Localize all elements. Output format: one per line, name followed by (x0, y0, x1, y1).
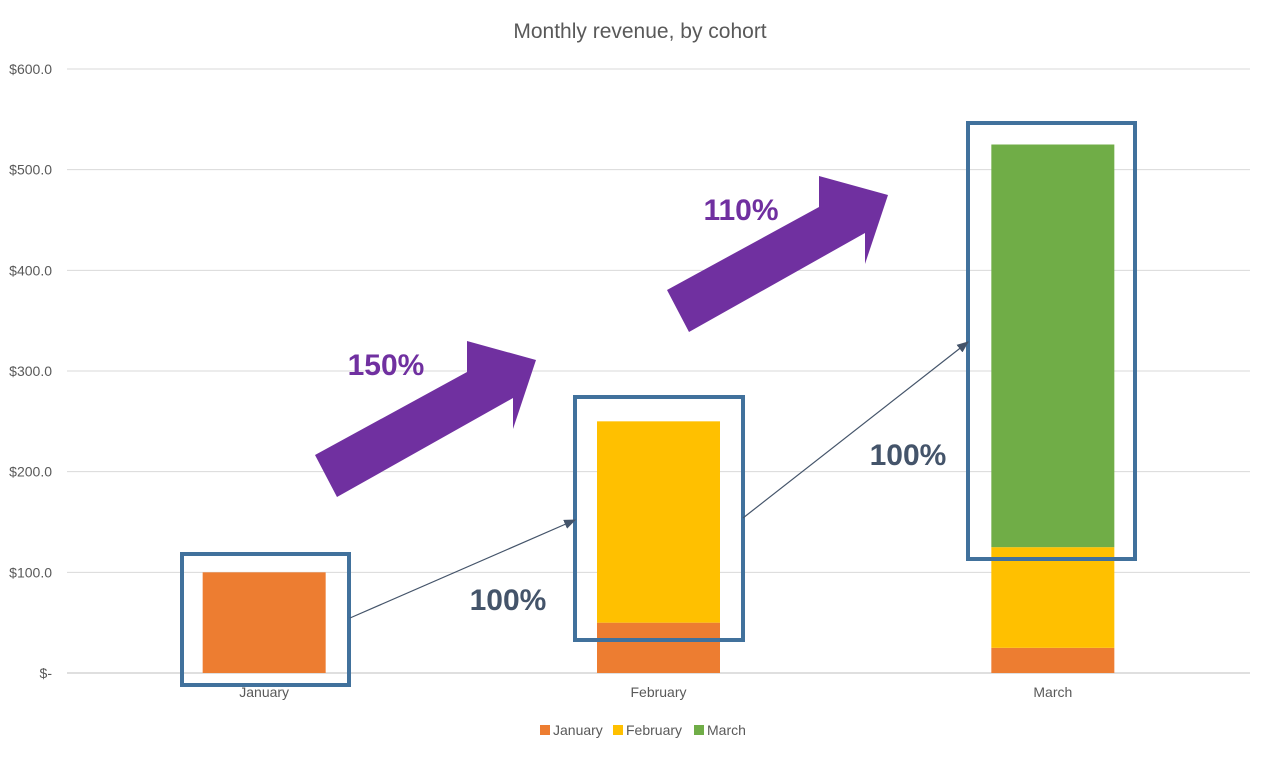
retention-label-1: 100% (470, 584, 547, 617)
legend-swatch (694, 725, 704, 735)
y-tick-label: $300.0 (9, 363, 52, 379)
growth-arrow-1 (315, 341, 536, 497)
y-tick-label: $200.0 (9, 464, 52, 480)
bars (202, 144, 1115, 673)
highlight-boxes (180, 121, 1137, 687)
x-tick-label: March (1033, 684, 1072, 700)
bar-segment (597, 421, 720, 623)
chart-title: Monthly revenue, by cohort (513, 20, 766, 43)
legend-swatch (540, 725, 550, 735)
legend-label: March (707, 722, 746, 738)
highlight-box-february (573, 395, 745, 642)
growth-label-2: 110% (703, 194, 778, 227)
legend-swatch (613, 725, 623, 735)
legend-label: February (626, 722, 682, 738)
connector-arrow-feb-mar (742, 341, 969, 519)
y-tick-label: $400.0 (9, 262, 52, 278)
connector-arrow-jan-feb (349, 519, 577, 619)
legend: January February March (540, 722, 746, 738)
x-tick-label: February (630, 684, 686, 700)
highlight-box-january (180, 552, 351, 687)
y-tick-label: $100.0 (9, 564, 52, 580)
y-tick-label: $- (40, 665, 53, 681)
y-axis-ticks: $- $100.0 $200.0 $300.0 $400.0 $500.0 $600.0 (9, 61, 52, 681)
x-tick-label: January (239, 684, 289, 700)
growth-arrow-2 (667, 176, 888, 332)
y-tick-label: $600.0 (9, 61, 52, 77)
bar-segment (991, 144, 1115, 548)
retention-label-2: 100% (870, 439, 947, 472)
bar-segment (991, 647, 1115, 673)
bar-segment (991, 547, 1115, 648)
bar-segment (597, 622, 720, 673)
growth-label-1: 150% (348, 349, 425, 382)
x-axis-ticks: January February March (239, 684, 1072, 700)
y-tick-label: $500.0 (9, 162, 52, 178)
bar-segment (202, 572, 326, 673)
highlight-box-march (966, 121, 1137, 561)
legend-label: January (553, 722, 603, 738)
